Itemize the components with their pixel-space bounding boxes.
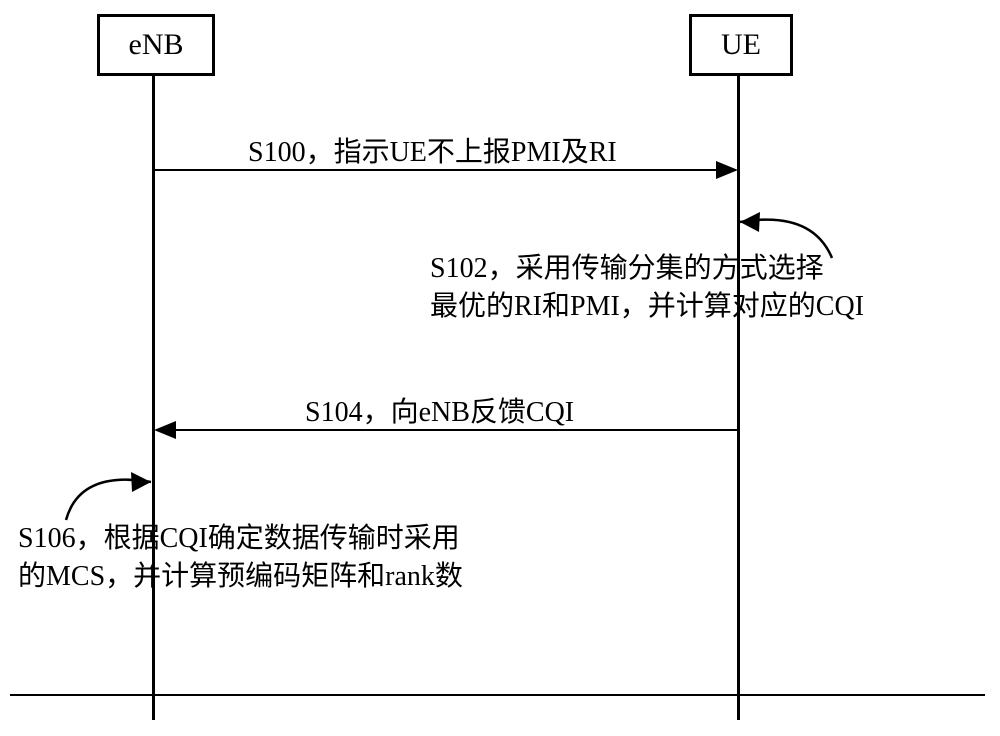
message-s104-label: S104，向eNB反馈CQI: [305, 390, 574, 430]
participant-enb-label: eNB: [129, 28, 184, 62]
bottom-border: [10, 694, 985, 696]
message-s104-line: [175, 429, 738, 431]
note-s106-line2: 的MCS，并计算预编码矩阵和rank数: [18, 561, 463, 592]
message-s100-arrowhead: [716, 161, 738, 179]
message-s100-label: S100，指示UE不上报PMI及RI: [248, 130, 617, 170]
message-s104-arrowhead: [154, 421, 176, 439]
note-s102-curve: [0, 0, 1000, 736]
participant-enb: eNB: [97, 14, 215, 76]
note-s106-line1: S106，根据CQI确定数据传输时采用: [18, 523, 460, 554]
note-s102-text: S102，采用传输分集的方式选择 最优的RI和PMI，并计算对应的CQI: [430, 250, 864, 326]
participant-ue: UE: [689, 14, 793, 76]
message-s100-line: [155, 169, 718, 171]
note-s102-line2: 最优的RI和PMI，并计算对应的CQI: [430, 291, 864, 322]
note-s106-text: S106，根据CQI确定数据传输时采用 的MCS，并计算预编码矩阵和rank数: [18, 520, 463, 596]
note-s102-line1: S102，采用传输分集的方式选择: [430, 253, 824, 284]
sequence-diagram: eNB UE S100，指示UE不上报PMI及RI S102，采用传输分集的方式…: [0, 0, 1000, 736]
participant-ue-label: UE: [721, 28, 761, 62]
note-s106-curve: [0, 0, 1000, 736]
